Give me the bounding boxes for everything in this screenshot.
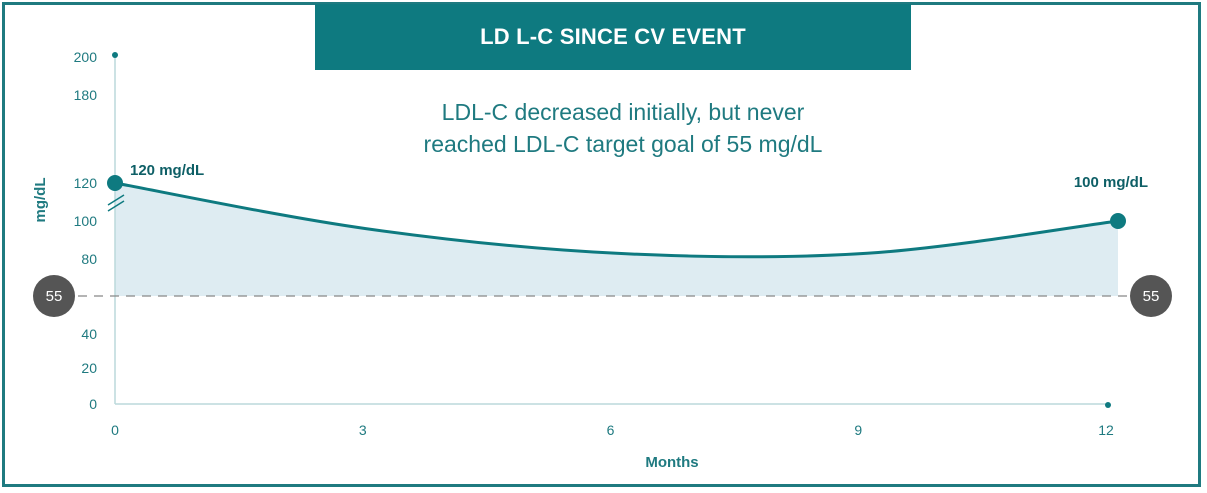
tick-layer: 0 20 40 80 100 120 180 200 0 3 6 9 12 <box>74 49 1114 438</box>
area-layer <box>114 181 1119 296</box>
chart-frame <box>2 2 1201 487</box>
y-tick-label: 80 <box>81 251 97 267</box>
x-axis-label: Months <box>645 454 698 471</box>
y-tick-label: 100 <box>74 213 98 229</box>
chart-title: LD L-C SINCE CV EVENT <box>315 4 911 70</box>
area-fill <box>115 183 1118 296</box>
y-tick-label: 200 <box>74 49 98 65</box>
data-point-marker <box>1110 213 1126 229</box>
x-tick-label: 0 <box>111 422 119 438</box>
x-tick-label: 12 <box>1098 422 1114 438</box>
x-tick-label: 3 <box>359 422 367 438</box>
y-axis-label: mg/dL <box>32 178 49 223</box>
data-point-marker <box>107 175 123 191</box>
x-tick-label: 6 <box>607 422 615 438</box>
x-tick-label: 9 <box>854 422 862 438</box>
x-axis-end-dot <box>1105 402 1111 408</box>
subtitle-line-2: reached LDL-C target goal of 55 mg/dL <box>423 131 823 157</box>
target-badge-right-label: 55 <box>1143 288 1160 305</box>
data-label: 100 mg/dL <box>1074 174 1148 191</box>
y-tick-label: 180 <box>74 87 98 103</box>
axis-break-mark-2 <box>107 200 125 212</box>
axis-break-mark-1 <box>107 194 125 206</box>
y-tick-label: 120 <box>74 175 98 191</box>
subtitle-line-1: LDL-C decreased initially, but never <box>441 99 805 125</box>
target-badge-left-label: 55 <box>46 288 63 305</box>
data-label: 120 mg/dL <box>130 162 204 179</box>
ldl-line <box>114 181 1119 259</box>
y-axis-end-dot <box>112 52 118 58</box>
y-tick-label: 20 <box>81 360 97 376</box>
target-badge-right <box>1130 275 1172 317</box>
marker-layer: 55 55 120 mg/dL 100 mg/dL <box>33 162 1172 317</box>
y-tick-label: 0 <box>89 396 97 412</box>
chart-subtitle: LDL-C decreased initially, but never rea… <box>360 96 886 160</box>
axis-layer <box>62 52 1140 408</box>
target-badge-left <box>33 275 75 317</box>
y-tick-label: 40 <box>81 326 97 342</box>
